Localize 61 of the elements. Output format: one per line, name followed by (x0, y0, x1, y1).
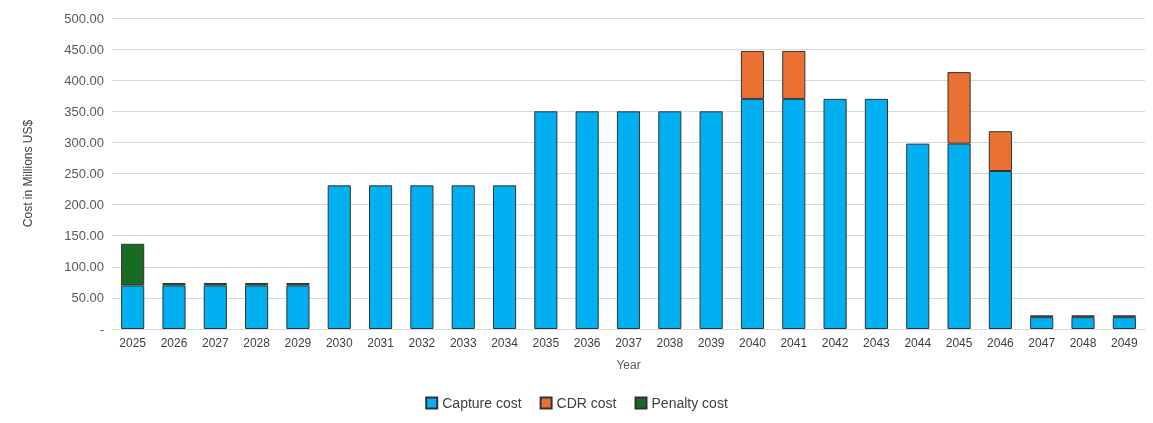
bar (658, 111, 682, 329)
x-tick-label: 2044 (904, 336, 932, 350)
x-tick-label: 2025 (119, 336, 147, 350)
x-tick-label: 2036 (573, 336, 601, 350)
bar (1030, 317, 1054, 329)
y-tick-label: 250.00 (64, 166, 104, 181)
x-tick-label: 2026 (160, 336, 188, 350)
bar (699, 111, 723, 329)
x-tick-label: 2029 (284, 336, 312, 350)
bar (823, 98, 847, 329)
bar (575, 111, 599, 329)
bar (327, 185, 351, 329)
legend-label: Capture cost (442, 395, 522, 411)
bar (616, 111, 641, 329)
x-tick-label: 2039 (697, 336, 725, 350)
x-tick-label: 2033 (449, 336, 477, 350)
legend-label: CDR cost (556, 395, 617, 411)
bar (534, 111, 558, 329)
y-axis-title: Cost in Millions US$ (21, 119, 35, 228)
y-tick-label: 200.00 (64, 197, 104, 213)
y-tick-label: 100.00 (64, 259, 104, 275)
bar (492, 185, 517, 329)
y-tick-label: - (99, 321, 104, 337)
y-tick-label: 50.00 (71, 290, 104, 306)
x-tick-label: 2046 (987, 336, 1015, 350)
y-tick-label: 500.00 (64, 10, 104, 26)
x-tick-label: 2042 (821, 336, 849, 350)
y-tick-label: 300.00 (64, 134, 104, 150)
x-tick-label: 2049 (1110, 336, 1139, 350)
bar (1071, 317, 1095, 329)
x-tick-label: 2038 (656, 336, 684, 350)
y-tick-label: 400.00 (64, 72, 104, 88)
x-tick-label: 2032 (408, 336, 436, 350)
x-tick-label: 2030 (325, 336, 353, 350)
x-tick-label: 2041 (780, 336, 808, 350)
bar (410, 185, 434, 329)
x-axis-title: Year (616, 358, 641, 372)
bar (1112, 317, 1136, 329)
y-tick-label: 150.00 (64, 228, 104, 244)
y-tick-label: 350.00 (64, 103, 104, 119)
bar (451, 185, 475, 329)
x-tick-label: 2043 (863, 336, 891, 350)
x-tick-label: 2048 (1069, 336, 1097, 350)
bar (286, 285, 310, 329)
bar (203, 285, 227, 329)
legend-label: Penalty cost (651, 395, 728, 411)
bar (906, 143, 930, 329)
bar (864, 98, 888, 329)
bar (369, 185, 393, 329)
x-tick-label: 2027 (201, 336, 229, 350)
x-tick-label: 2034 (491, 336, 519, 350)
x-tick-label: 2047 (1028, 336, 1056, 350)
x-tick-label: 2031 (367, 336, 395, 350)
bar (162, 285, 186, 329)
x-tick-label: 2045 (945, 336, 973, 350)
x-tick-label: 2037 (615, 336, 643, 350)
x-tick-label: 2040 (739, 336, 767, 350)
x-tick-label: 2035 (532, 336, 560, 350)
x-tick-label: 2028 (243, 336, 271, 350)
y-tick-label: 450.00 (64, 41, 104, 57)
bar (245, 285, 269, 329)
